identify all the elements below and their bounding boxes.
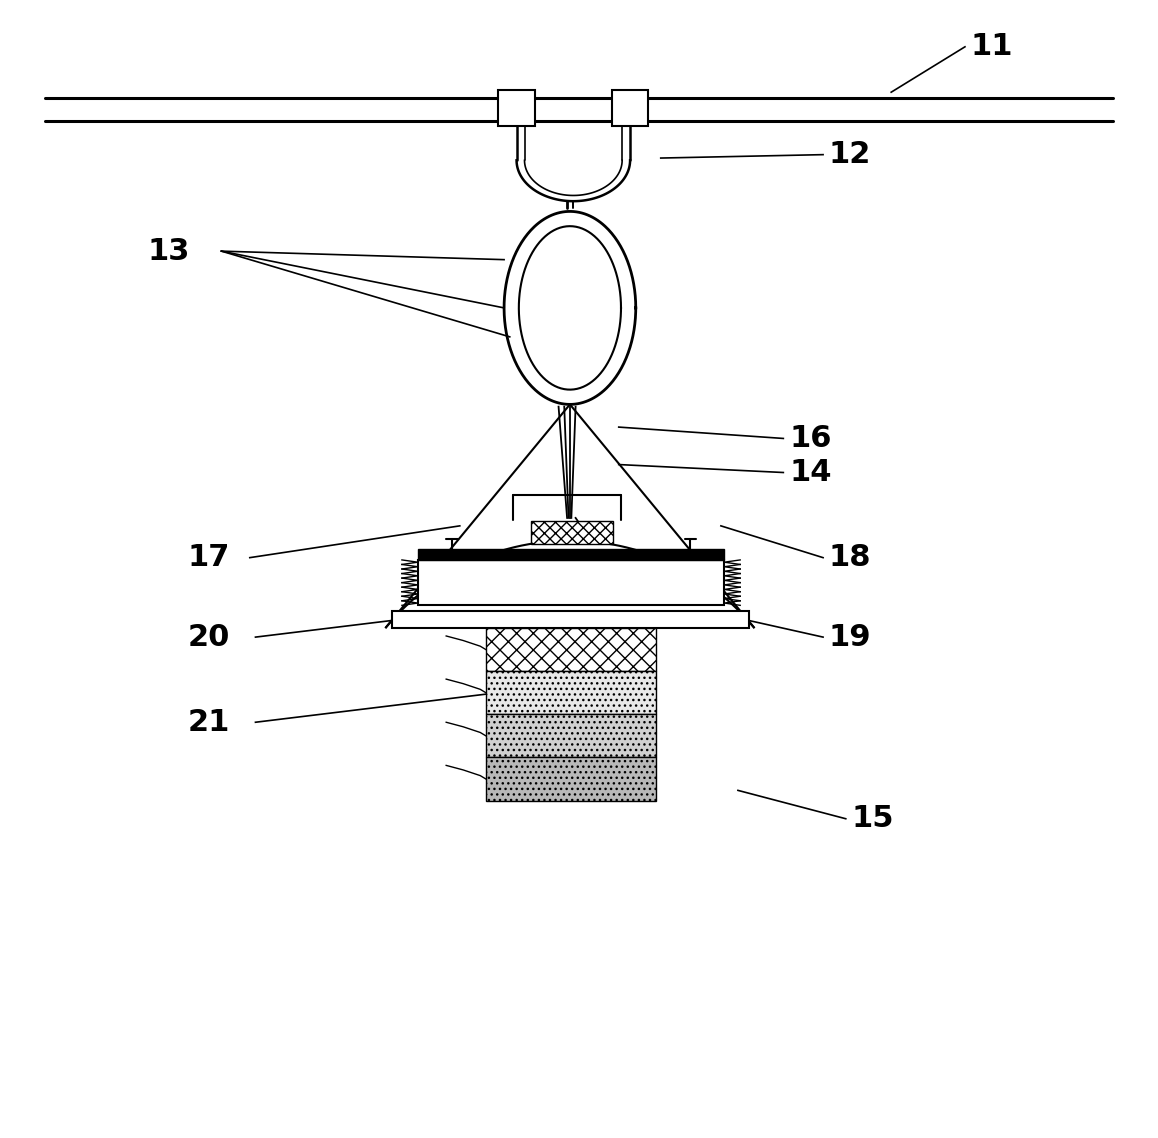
- Text: 17: 17: [188, 543, 229, 572]
- Text: 13: 13: [147, 237, 190, 265]
- Bar: [486, 628, 657, 671]
- Text: 16: 16: [789, 424, 831, 453]
- Bar: [418, 560, 724, 605]
- Text: 21: 21: [188, 708, 229, 736]
- Text: 19: 19: [829, 622, 871, 652]
- Text: 14: 14: [789, 457, 831, 487]
- Bar: [532, 521, 613, 544]
- Text: 20: 20: [188, 622, 229, 652]
- Bar: [391, 611, 749, 628]
- Text: 12: 12: [829, 140, 871, 170]
- Text: 15: 15: [851, 805, 894, 833]
- Text: 18: 18: [829, 543, 871, 572]
- Bar: [486, 671, 657, 715]
- Text: 11: 11: [970, 32, 1013, 61]
- Bar: [486, 715, 657, 758]
- Bar: [486, 758, 657, 801]
- Bar: [418, 549, 724, 560]
- Bar: [611, 90, 648, 126]
- Bar: [498, 90, 535, 126]
